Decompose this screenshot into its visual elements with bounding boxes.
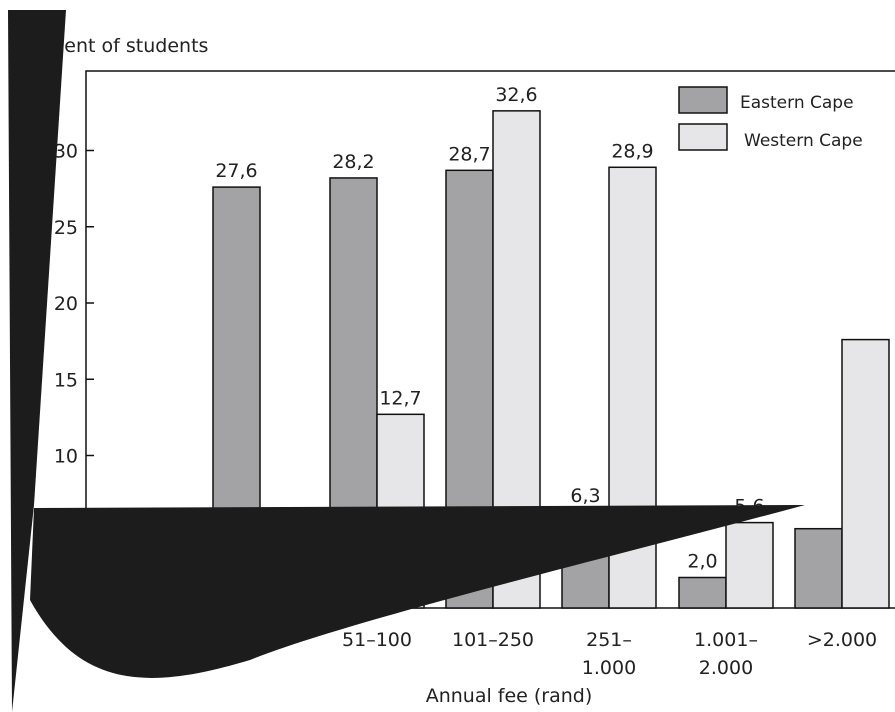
black-wedge-artifact-bottom	[30, 505, 805, 678]
legend-swatch-western-cape	[678, 123, 728, 151]
data-label-eastern-cape-1: 28,2	[332, 151, 374, 173]
y-tick-label: 15	[54, 369, 78, 391]
x-tick-label-2: 101–250	[452, 629, 534, 651]
bar-western-cape-5	[841, 338, 890, 609]
legend-label-eastern-cape: Eastern Cape	[740, 93, 854, 113]
y-tick-label: 20	[54, 293, 78, 315]
black-wedge-artifact-left	[8, 10, 66, 712]
y-axis-title: Percent of students	[24, 35, 208, 57]
bar-western-cape-4	[725, 521, 774, 609]
y-axis: 10 15 20 25 30	[54, 141, 94, 468]
legend: Eastern Cape Western Cape	[678, 86, 863, 151]
data-label-eastern-cape-3: 6,3	[570, 485, 600, 507]
y-tick-label: 10	[54, 446, 78, 468]
data-label-western-cape-3: 28,9	[611, 140, 653, 162]
x-tick-label-4: 1.001– 2.000	[694, 629, 758, 679]
data-label-eastern-cape-2: 28,7	[448, 143, 490, 165]
data-label-eastern-cape-0: 27,6	[215, 160, 257, 182]
y-tick-label: 30	[54, 141, 78, 163]
x-tick-label-1: 51–100	[342, 629, 412, 651]
legend-label-western-cape: Western Cape	[744, 131, 863, 151]
legend-swatch-eastern-cape	[678, 86, 728, 114]
x-tick-label-5: >2.000	[807, 629, 877, 651]
x-axis-title: Annual fee (rand)	[426, 685, 593, 707]
data-label-western-cape-2: 32,6	[495, 84, 537, 106]
y-tick-label: 25	[54, 217, 78, 239]
data-label-western-cape-1: 12,7	[379, 387, 421, 409]
bar-eastern-cape-5	[794, 527, 843, 609]
data-label-eastern-cape-4: 2,0	[687, 551, 717, 573]
x-tick-label-3: 251– 1.000	[582, 629, 636, 679]
bar-eastern-cape-4	[678, 576, 727, 609]
x-axis: 51–100 101–250 251– 1.000 1.001– 2.000 >2.000	[342, 629, 877, 679]
